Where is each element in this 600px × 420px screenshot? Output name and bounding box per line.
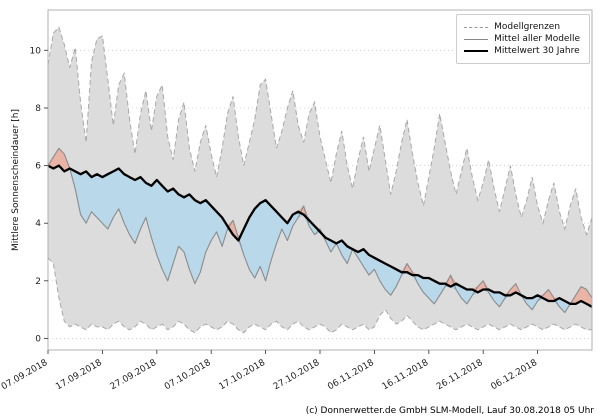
legend-item-mittelwert-30-jahre: Mittelwert 30 Jahre <box>464 46 580 56</box>
svg-text:17.09.2018: 17.09.2018 <box>54 358 104 393</box>
legend-label: Mittel aller Modelle <box>494 34 580 44</box>
svg-text:27.09.2018: 27.09.2018 <box>109 358 159 393</box>
svg-text:6: 6 <box>35 162 41 172</box>
svg-text:8: 8 <box>35 104 41 114</box>
svg-text:27.10.2018: 27.10.2018 <box>272 358 322 393</box>
svg-text:4: 4 <box>35 219 41 229</box>
legend-item-mittel-aller-modelle: Mittel aller Modelle <box>464 34 580 44</box>
dashed-line-swatch <box>464 26 489 28</box>
legend-label: Mittelwert 30 Jahre <box>494 46 580 56</box>
chart-caption: (c) Donnerwetter.de GmbH SLM-Modell, Lau… <box>305 406 594 416</box>
svg-text:06.12.2018: 06.12.2018 <box>489 358 539 393</box>
svg-text:10: 10 <box>30 46 42 56</box>
svg-text:16.11.2018: 16.11.2018 <box>381 358 431 393</box>
legend: Modellgrenzen Mittel aller Modelle Mitte… <box>456 14 590 64</box>
y-axis-label: Mittlere Sonnenscheindauer [h] <box>11 109 21 251</box>
svg-text:2: 2 <box>35 277 41 287</box>
solid-line-swatch <box>464 38 489 40</box>
svg-text:26.11.2018: 26.11.2018 <box>435 358 485 393</box>
svg-text:07.09.2018: 07.09.2018 <box>0 358 50 393</box>
svg-text:17.10.2018: 17.10.2018 <box>217 358 267 393</box>
legend-item-modellgrenzen: Modellgrenzen <box>464 22 580 32</box>
svg-text:0: 0 <box>35 335 41 345</box>
svg-text:07.10.2018: 07.10.2018 <box>163 358 213 393</box>
svg-text:06.11.2018: 06.11.2018 <box>326 358 376 393</box>
legend-label: Modellgrenzen <box>494 22 561 32</box>
thick-line-swatch <box>464 50 489 52</box>
